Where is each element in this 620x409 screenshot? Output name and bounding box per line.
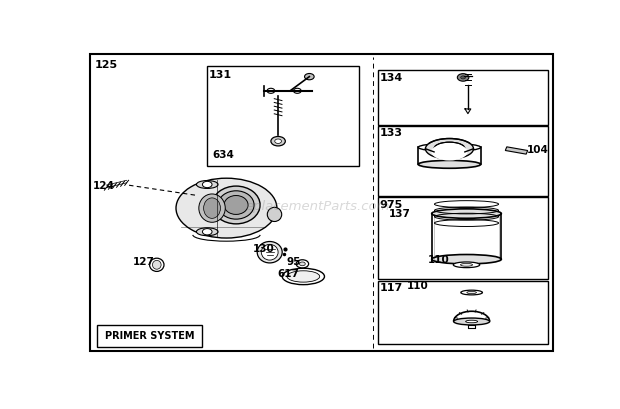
Text: 137: 137 bbox=[389, 209, 410, 219]
Ellipse shape bbox=[257, 241, 282, 263]
Text: eplacementParts.com: eplacementParts.com bbox=[246, 200, 390, 213]
Ellipse shape bbox=[149, 258, 164, 272]
Bar bbox=[97, 325, 202, 347]
Text: 975: 975 bbox=[379, 200, 402, 210]
Circle shape bbox=[296, 260, 309, 268]
Ellipse shape bbox=[218, 191, 254, 219]
Ellipse shape bbox=[453, 262, 480, 267]
Text: 127: 127 bbox=[133, 257, 154, 267]
Bar bbox=[378, 70, 548, 125]
Ellipse shape bbox=[454, 318, 490, 325]
Circle shape bbox=[275, 139, 281, 144]
Text: 104: 104 bbox=[527, 145, 549, 155]
Text: 110: 110 bbox=[407, 281, 428, 291]
Text: 124: 124 bbox=[93, 181, 115, 191]
Ellipse shape bbox=[432, 254, 502, 264]
Circle shape bbox=[202, 229, 212, 235]
Text: 117: 117 bbox=[379, 283, 402, 293]
Bar bbox=[378, 197, 548, 279]
Ellipse shape bbox=[197, 228, 218, 236]
Text: 617: 617 bbox=[277, 269, 299, 279]
Bar bbox=[207, 66, 358, 166]
Ellipse shape bbox=[176, 178, 277, 238]
Text: 95: 95 bbox=[286, 257, 301, 267]
Text: 130: 130 bbox=[253, 244, 275, 254]
Ellipse shape bbox=[418, 144, 480, 151]
Ellipse shape bbox=[418, 160, 480, 168]
Ellipse shape bbox=[467, 292, 476, 294]
Text: 634: 634 bbox=[212, 150, 234, 160]
Text: 125: 125 bbox=[94, 60, 117, 70]
Ellipse shape bbox=[432, 143, 467, 161]
Bar bbox=[505, 147, 528, 154]
Text: 134: 134 bbox=[379, 73, 402, 83]
Ellipse shape bbox=[466, 320, 477, 323]
Ellipse shape bbox=[199, 194, 225, 222]
Ellipse shape bbox=[224, 196, 248, 214]
Circle shape bbox=[293, 88, 301, 93]
Ellipse shape bbox=[461, 290, 482, 295]
Circle shape bbox=[461, 76, 466, 79]
Ellipse shape bbox=[461, 263, 472, 266]
Ellipse shape bbox=[282, 268, 324, 285]
Ellipse shape bbox=[432, 209, 502, 218]
Ellipse shape bbox=[287, 271, 320, 282]
Bar bbox=[378, 126, 548, 196]
Ellipse shape bbox=[203, 198, 221, 218]
Circle shape bbox=[299, 262, 305, 266]
Ellipse shape bbox=[153, 261, 161, 269]
Circle shape bbox=[458, 74, 469, 81]
Text: 131: 131 bbox=[209, 70, 232, 79]
Ellipse shape bbox=[212, 186, 260, 224]
Circle shape bbox=[304, 74, 314, 80]
Text: 133: 133 bbox=[379, 128, 402, 138]
Circle shape bbox=[271, 137, 285, 146]
Text: PRIMER SYSTEM: PRIMER SYSTEM bbox=[105, 330, 194, 341]
Ellipse shape bbox=[197, 180, 218, 189]
Ellipse shape bbox=[267, 207, 281, 222]
Text: 110: 110 bbox=[428, 255, 450, 265]
Ellipse shape bbox=[425, 139, 474, 159]
Bar bbox=[378, 281, 548, 344]
Ellipse shape bbox=[261, 244, 278, 260]
Circle shape bbox=[267, 88, 275, 93]
Ellipse shape bbox=[434, 142, 465, 155]
Circle shape bbox=[202, 181, 212, 188]
